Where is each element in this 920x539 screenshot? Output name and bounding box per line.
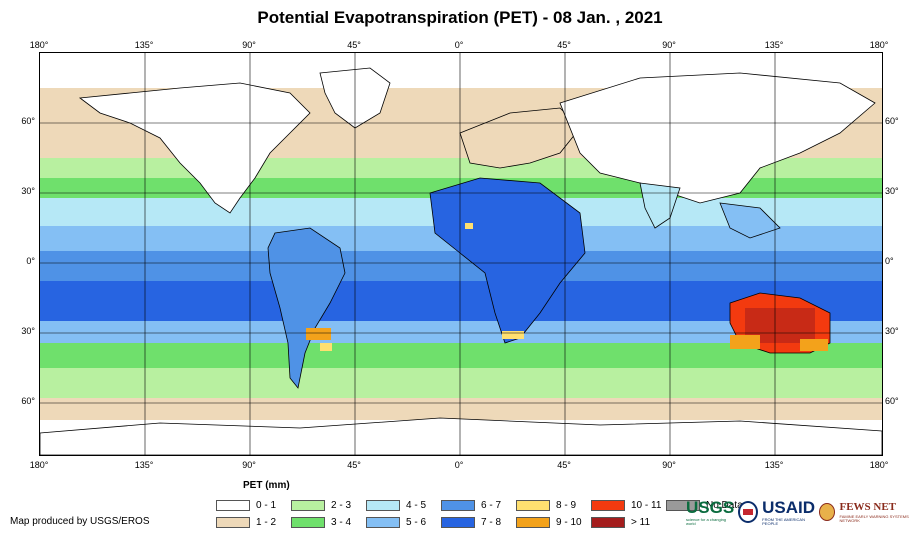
- right-lat-label: 60°: [885, 116, 899, 126]
- legend-swatch: [291, 516, 325, 528]
- partner-logos: USGS science for a changing world USAID …: [686, 496, 920, 528]
- fewsnet-logo-word: FEWS NET: [839, 500, 897, 513]
- legend-item-gt-11: > 11: [591, 515, 650, 529]
- south-tropic-band: [40, 251, 882, 281]
- legend-item-no-data: No Data: [666, 498, 743, 512]
- legend-swatch: [441, 516, 475, 528]
- bottom-lon-label: 180°: [29, 460, 49, 470]
- southern-africa-warm-spot: [502, 331, 524, 339]
- pet-map: [39, 52, 883, 456]
- legend-swatch: [216, 499, 250, 511]
- coastlines: [40, 67, 882, 455]
- top-lon-label: 135°: [134, 40, 154, 50]
- top-lon-label: 135°: [764, 40, 784, 50]
- legend-label: 4 - 5: [406, 499, 427, 511]
- usaid-logo-tag: FROM THE AMERICAN PEOPLE: [762, 516, 805, 526]
- legend-label: 0 - 1: [256, 499, 277, 511]
- usaid-logo-word: USAID: [762, 497, 816, 517]
- legend-swatch: [516, 516, 550, 528]
- legend-label: 6 - 7: [481, 499, 502, 511]
- usgs-logo-tag: science for a changing world: [686, 516, 727, 526]
- pet-map-canvas: [40, 53, 882, 455]
- legend-item-7-8: 7 - 8: [441, 515, 501, 529]
- left-lat-label: 30°: [21, 186, 35, 196]
- legend-label: No Data: [706, 499, 743, 511]
- map-title: Potential Evapotranspiration (PET) - 08 …: [257, 8, 663, 27]
- legend-label: 9 - 10: [556, 516, 582, 528]
- top-lon-label: 45°: [347, 40, 361, 50]
- legend-label: 1 - 2: [256, 516, 277, 528]
- left-lat-label: 0°: [26, 256, 35, 266]
- left-lat-label: 60°: [21, 396, 35, 406]
- southern-ocean-band: [40, 398, 882, 420]
- top-lon-label: 45°: [557, 40, 571, 50]
- bottom-lon-label: 0°: [454, 460, 464, 470]
- legend-item-8-9: 8 - 9: [516, 498, 576, 512]
- bottom-lon-label: 45°: [557, 460, 571, 470]
- bottom-lon-label: 45°: [347, 460, 361, 470]
- legend-swatch: [366, 516, 400, 528]
- legend-label: 3 - 4: [331, 516, 352, 528]
- usaid-seal-icon: [738, 501, 759, 523]
- legend-label: 8 - 9: [556, 499, 577, 511]
- south-america-warm-spot-2: [320, 343, 332, 351]
- legend-swatch: [591, 516, 625, 528]
- bottom-lon-label: 180°: [869, 460, 889, 470]
- legend-label: 7 - 8: [481, 516, 502, 528]
- right-lat-label: 30°: [885, 186, 899, 196]
- bottom-lon-label: 135°: [134, 460, 154, 470]
- fewsnet-globe-icon: [819, 503, 836, 521]
- australia-warm-east: [800, 339, 828, 351]
- west-africa-warm-spot: [465, 223, 473, 229]
- map-credit: Map produced by USGS/EROS: [10, 516, 150, 527]
- usaid-logo: USAID FROM THE AMERICAN PEOPLE: [762, 499, 815, 526]
- usgs-logo: USGS science for a changing world: [686, 499, 734, 526]
- left-lat-label: 60°: [21, 116, 35, 126]
- right-lat-label: 30°: [885, 326, 899, 336]
- legend-item-6-7: 6 - 7: [441, 498, 501, 512]
- legend-item-5-6: 5 - 6: [366, 515, 426, 529]
- australia-warm-west: [730, 335, 760, 349]
- fewsnet-logo: FEWS NET FAMINE EARLY WARNING SYSTEMS NE…: [839, 500, 920, 523]
- legend-item-10-11: 10 - 11: [591, 498, 661, 512]
- top-lon-label: 90°: [662, 40, 676, 50]
- legend-label: 2 - 3: [331, 499, 352, 511]
- fewsnet-logo-tag: FAMINE EARLY WARNING SYSTEMS NETWORK: [839, 513, 909, 523]
- legend-title: PET (mm): [243, 480, 290, 491]
- top-lon-label: 180°: [29, 40, 49, 50]
- legend-item-4-5: 4 - 5: [366, 498, 426, 512]
- left-lat-label: 30°: [21, 326, 35, 336]
- legend-swatch: [666, 499, 700, 511]
- legend-swatch: [441, 499, 475, 511]
- bottom-lon-label: 90°: [662, 460, 676, 470]
- south-america-warm-spot: [306, 328, 331, 340]
- graticule: [40, 53, 882, 455]
- top-lon-label: 90°: [242, 40, 256, 50]
- legend-item-1-2: 1 - 2: [216, 515, 276, 529]
- right-lat-label: 0°: [885, 256, 894, 266]
- legend-swatch: [591, 499, 625, 511]
- bottom-lon-label: 90°: [242, 460, 256, 470]
- legend-swatch: [216, 516, 250, 528]
- legend-label: 10 - 11: [631, 499, 662, 511]
- australia-heat: [730, 308, 828, 351]
- top-lon-label: 0°: [454, 40, 464, 50]
- legend-item-3-4: 3 - 4: [291, 515, 351, 529]
- usgs-logo-word: USGS: [686, 497, 735, 517]
- south-temperate-band-2: [40, 368, 882, 398]
- legend-item-9-10: 9 - 10: [516, 515, 582, 529]
- legend-swatch: [366, 499, 400, 511]
- legend-item-2-3: 2 - 3: [291, 498, 351, 512]
- legend-label: 5 - 6: [406, 516, 427, 528]
- south-subtropic-band: [40, 321, 882, 343]
- top-lon-label: 180°: [869, 40, 889, 50]
- bottom-lon-label: 135°: [764, 460, 784, 470]
- legend-label: > 11: [631, 516, 650, 528]
- legend-item-0-1: 0 - 1: [216, 498, 276, 512]
- legend-swatch: [291, 499, 325, 511]
- right-lat-label: 60°: [885, 396, 899, 406]
- legend-swatch: [516, 499, 550, 511]
